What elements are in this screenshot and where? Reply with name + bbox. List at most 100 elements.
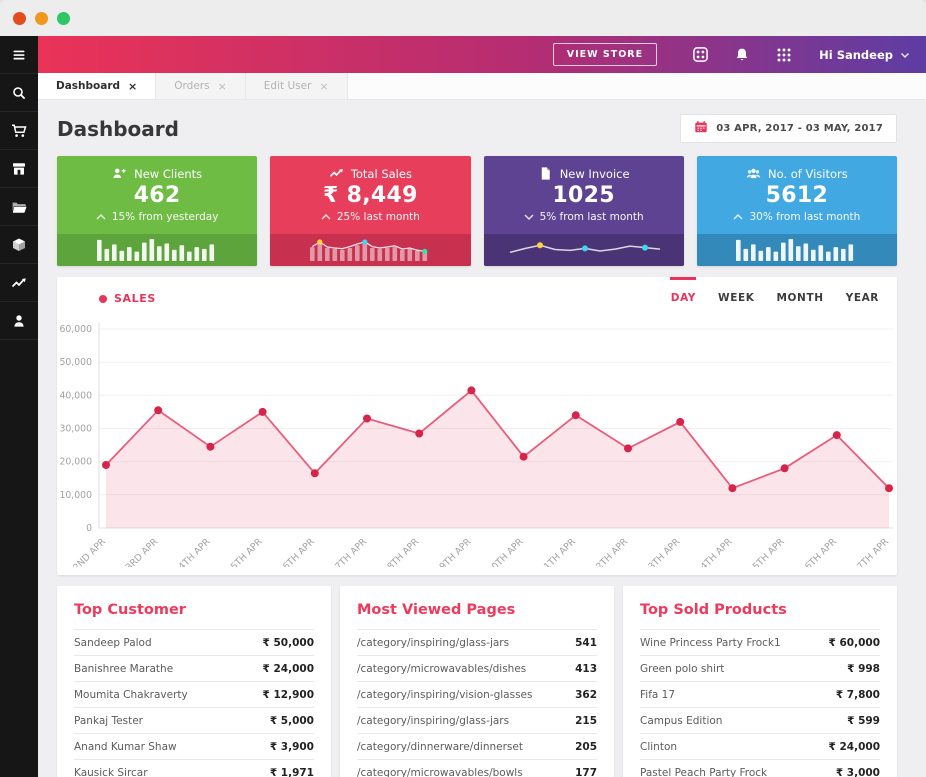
tab-orders[interactable]: Orders × [156, 73, 246, 99]
list-item: Pankaj Tester ₹ 5,000 [74, 707, 314, 733]
bell-icon [736, 48, 748, 60]
list-item-name: Kausick Sircar [74, 766, 148, 777]
chart-period-week[interactable]: WEEK [718, 292, 755, 304]
list-item: /category/dinnerware/dinnerset 205 [357, 733, 597, 759]
window-titlebar [0, 0, 926, 36]
svg-text:15TH APR: 15TH APR [746, 536, 787, 567]
list-item-name: Green polo shirt [640, 662, 725, 675]
trending-up-icon [11, 277, 26, 287]
sidebar-item-search[interactable] [0, 74, 38, 112]
trend-up-chevron-icon [96, 214, 106, 220]
user-menu[interactable]: Hi Sandeep [819, 48, 910, 62]
date-range-picker[interactable]: 03 APR, 2017 - 03 MAY, 2017 [680, 114, 897, 143]
svg-text:8TH APR: 8TH APR [385, 536, 421, 567]
list-item: Sandeep Palod ₹ 50,000 [74, 629, 314, 655]
view-store-button[interactable]: VIEW STORE [552, 43, 658, 66]
topbar: VIEW STORE Hi Sandeep [38, 36, 926, 73]
apps-grid-icon[interactable] [774, 45, 794, 65]
trend-icon [329, 169, 343, 177]
svg-text:30,000: 30,000 [59, 424, 92, 435]
sidebar-item-shop[interactable] [0, 150, 38, 188]
date-range-value: 03 APR, 2017 - 03 MAY, 2017 [716, 123, 883, 134]
scan-icon [692, 47, 708, 62]
sidebar-item-user[interactable] [0, 302, 38, 340]
window-zoom-button[interactable] [57, 11, 70, 25]
user-greeting: Hi Sandeep [819, 47, 893, 62]
list-item: /category/inspiring/glass-jars 541 [357, 629, 597, 655]
stat-change: 5% from last month [484, 211, 684, 223]
chart-period-year[interactable]: YEAR [845, 292, 879, 304]
search-icon [13, 86, 26, 99]
tab-close-icon[interactable]: × [128, 79, 138, 93]
stat-label: New Invoice [559, 166, 630, 181]
chart-legend: SALES [99, 292, 156, 305]
scan-icon[interactable] [690, 45, 710, 65]
list-item: Wine Princess Party Frock1 ₹ 60,000 [640, 629, 880, 655]
cart-icon [12, 123, 27, 137]
chart-period-day[interactable]: DAY [670, 292, 697, 304]
list-item-name: Moumita Chakraverty [74, 688, 188, 701]
page-content: Dashboard 03 APR, 2017 - 03 MAY, 2017 Ne… [38, 100, 926, 777]
sidebar-item-cart[interactable] [0, 112, 38, 150]
svg-text:17TH APR: 17TH APR [851, 536, 892, 567]
list-item-value: 413 [575, 662, 597, 675]
list-item-name: Sandeep Palod [74, 636, 152, 649]
tab-close-icon[interactable]: × [319, 79, 329, 93]
list-item: /category/microwavables/bowls 177 [357, 759, 597, 777]
svg-text:20,000: 20,000 [59, 457, 92, 468]
sales-area-chart: 60,000 50,000 40,000 30,000 20,000 10,000 0 2ND… [59, 323, 893, 577]
sidebar-item-package[interactable] [0, 226, 38, 264]
list-item: /category/inspiring/vision-glasses 362 [357, 681, 597, 707]
apps-grid-icon [777, 48, 791, 61]
tab-dashboard[interactable]: Dashboard × [38, 73, 157, 99]
add-clients-icon [113, 168, 126, 178]
list-item-value: ₹ 998 [847, 662, 880, 675]
chart-period-month[interactable]: MONTH [776, 292, 824, 304]
sidebar-item-hamburger[interactable] [0, 36, 38, 74]
svg-text:11TH APR: 11TH APR [538, 536, 579, 567]
list-item: /category/microwavables/dishes 413 [357, 655, 597, 681]
svg-text:4TH APR: 4TH APR [176, 536, 212, 567]
list-item-value: ₹ 599 [847, 714, 880, 727]
list-item-name: Wine Princess Party Frock1 [640, 636, 781, 649]
svg-text:60,000: 60,000 [59, 324, 92, 335]
svg-text:6TH APR: 6TH APR [281, 536, 317, 567]
stat-card-new-invoice: New Invoice 1025 5% from last month [483, 156, 684, 266]
list-item: Moumita Chakraverty ₹ 12,900 [74, 681, 314, 707]
trend-up-chevron-icon [321, 214, 331, 220]
window-minimize-button[interactable] [35, 11, 48, 25]
list-item: Campus Edition ₹ 599 [640, 707, 880, 733]
list-item-name: Anand Kumar Shaw [74, 740, 177, 753]
sales-chart-card: SALES DAY WEEK MONTH YEAR 60,000 50,000 40,00… [57, 277, 897, 577]
stat-value: 1025 [552, 183, 615, 208]
list-item: /category/inspiring/glass-jars 215 [357, 707, 597, 733]
svg-text:16TH APR: 16TH APR [799, 536, 840, 567]
stat-change: 25% last month [270, 211, 470, 223]
list-item-name: /category/dinnerware/dinnerset [357, 740, 523, 753]
summary-lists-row: Top Customer Sandeep Palod ₹ 50,000 Bani… [57, 586, 897, 777]
list-item: Kausick Sircar ₹ 1,971 [74, 759, 314, 777]
list-item-name: Pankaj Tester [74, 714, 143, 727]
tab-close-icon[interactable]: × [217, 79, 227, 93]
svg-text:3RD APR: 3RD APR [124, 536, 161, 567]
list-item-name: /category/inspiring/glass-jars [357, 636, 510, 649]
list-item-value: ₹ 50,000 [262, 636, 314, 649]
bell-icon[interactable] [732, 45, 752, 65]
sidebar-item-trending-up[interactable] [0, 264, 38, 302]
sidebar-item-folder[interactable] [0, 188, 38, 226]
calendar-icon [694, 120, 708, 137]
tab-label: Edit User [263, 80, 312, 92]
list-card-title: Top Sold Products [640, 602, 787, 618]
svg-text:5TH APR: 5TH APR [229, 536, 265, 567]
stat-change: 30% from last month [697, 211, 897, 223]
tab-edit-user[interactable]: Edit User × [245, 73, 348, 99]
list-item-name: /category/inspiring/vision-glasses [357, 688, 533, 701]
window-close-button[interactable] [13, 11, 26, 25]
stat-mini-chart [696, 234, 897, 266]
stat-card-new-clients: New Clients 462 15% from yesterday [57, 156, 258, 266]
list-card-most-viewed-pages: Most Viewed Pages /category/inspiring/gl… [340, 586, 614, 777]
user-icon [14, 314, 24, 327]
tab-label: Orders [174, 80, 210, 92]
svg-text:0: 0 [86, 523, 92, 534]
